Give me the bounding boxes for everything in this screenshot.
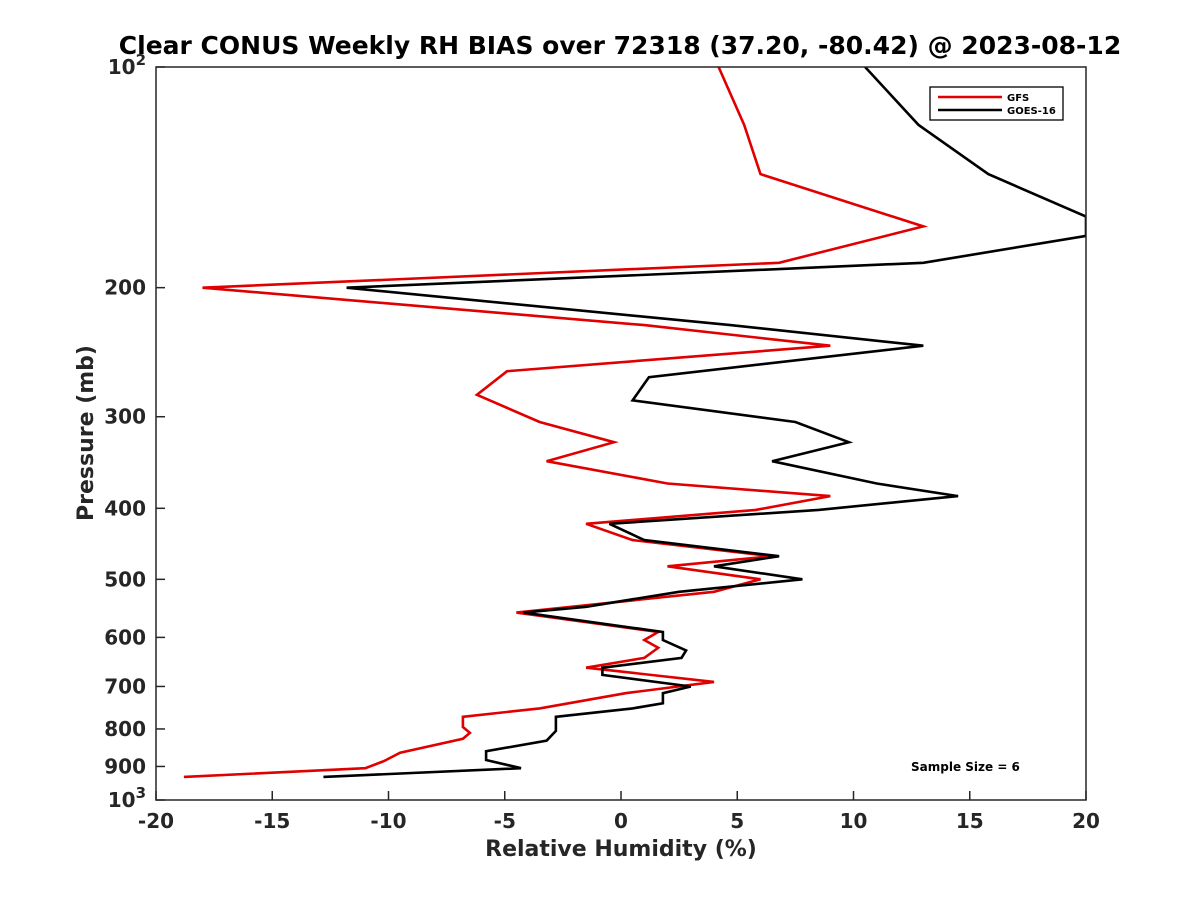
x-axis-label: Relative Humidity (%)	[485, 837, 757, 862]
y-tick-label: 103	[108, 784, 146, 812]
x-tick-label: -15	[254, 809, 290, 833]
series-line-gfs	[183, 67, 929, 779]
x-tick-label: 20	[1072, 809, 1100, 833]
x-tick-label: 10	[840, 809, 868, 833]
x-tick-label: -20	[138, 809, 174, 833]
legend-box	[929, 86, 1064, 121]
y-tick-label: 400	[104, 496, 146, 520]
y-tick-label: 900	[104, 754, 146, 778]
legend: GFS GOES-16	[929, 86, 1064, 121]
y-tick-label: 500	[104, 567, 146, 591]
sample-size-annotation: Sample Size = 6	[911, 760, 1020, 774]
plot-area	[183, 67, 1086, 779]
chart-title: Clear CONUS Weekly RH BIAS over 72318 (3…	[119, 31, 1121, 60]
y-tick-label: 800	[104, 717, 146, 741]
y-tick-label: 300	[104, 405, 146, 429]
x-tick-label: 0	[614, 809, 628, 833]
y-tick-label: 700	[104, 674, 146, 698]
x-tick-label: 15	[956, 809, 984, 833]
y-tick-label: 600	[104, 625, 146, 649]
x-tick-label: 5	[730, 809, 744, 833]
legend-label-gfs: GFS	[1007, 93, 1029, 104]
x-tick-label: -10	[370, 809, 406, 833]
plot-frame	[155, 66, 1087, 801]
legend-label-goes16: GOES-16	[1007, 106, 1056, 117]
y-axis-label: Pressure (mb)	[74, 345, 99, 521]
series-line-goes16	[323, 67, 1086, 779]
axes: -20 -15 -10 -5 0 5 10 15 20 102 200 300 400 500 600 700…	[104, 51, 1100, 833]
y-tick-label: 102	[108, 51, 146, 79]
y-tick-label: 200	[104, 276, 146, 300]
x-tick-label: -5	[494, 809, 516, 833]
